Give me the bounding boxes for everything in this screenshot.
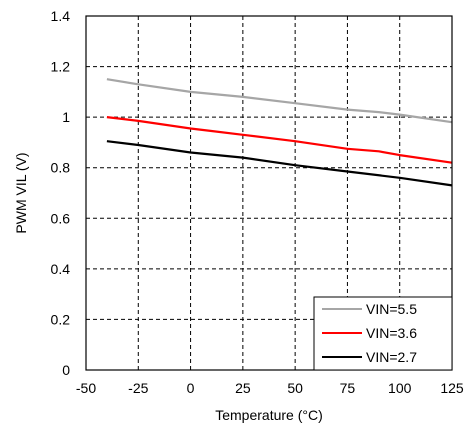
plot-frame bbox=[85, 15, 453, 371]
legend-label-vin-3.6: VIN=3.6 bbox=[366, 325, 417, 341]
tick-labels: -50 -25 0 25 50 75 100 125 0 0.2 0.4 0.6 0.8 1 1.2 1.4 bbox=[51, 8, 464, 396]
y-tick-label: 1.2 bbox=[51, 59, 71, 75]
grid bbox=[86, 16, 452, 370]
y-tick-label: 0.6 bbox=[51, 210, 71, 226]
x-tick-label: 50 bbox=[287, 380, 303, 396]
y-tick-label: 1 bbox=[62, 109, 70, 125]
x-tick-label: 125 bbox=[440, 380, 464, 396]
x-tick-label: 25 bbox=[235, 380, 251, 396]
x-tick-label: 100 bbox=[388, 380, 412, 396]
y-axis-title: PWM VIL (V) bbox=[13, 152, 29, 233]
x-tick-label: 0 bbox=[187, 380, 195, 396]
x-axis-title: Temperature (°C) bbox=[215, 407, 323, 423]
x-tick-label: 75 bbox=[340, 380, 356, 396]
legend-label-vin-5.5: VIN=5.5 bbox=[366, 301, 417, 317]
x-tick-label: -25 bbox=[128, 380, 148, 396]
y-tick-label: 1.4 bbox=[51, 8, 71, 24]
series-line-1 bbox=[106, 116, 453, 164]
legend-label-vin-2.7: VIN=2.7 bbox=[366, 349, 417, 365]
y-tick-label: 0.2 bbox=[51, 311, 71, 327]
series-lines bbox=[106, 78, 453, 187]
series-line-2 bbox=[106, 140, 453, 187]
legend: VIN=5.5 VIN=3.6 VIN=2.7 bbox=[313, 296, 453, 371]
y-tick-label: 0.4 bbox=[51, 261, 71, 277]
series-line-0 bbox=[106, 78, 453, 124]
y-tick-label: 0 bbox=[62, 362, 70, 378]
x-tick-label: -50 bbox=[76, 380, 96, 396]
y-tick-label: 0.8 bbox=[51, 160, 71, 176]
